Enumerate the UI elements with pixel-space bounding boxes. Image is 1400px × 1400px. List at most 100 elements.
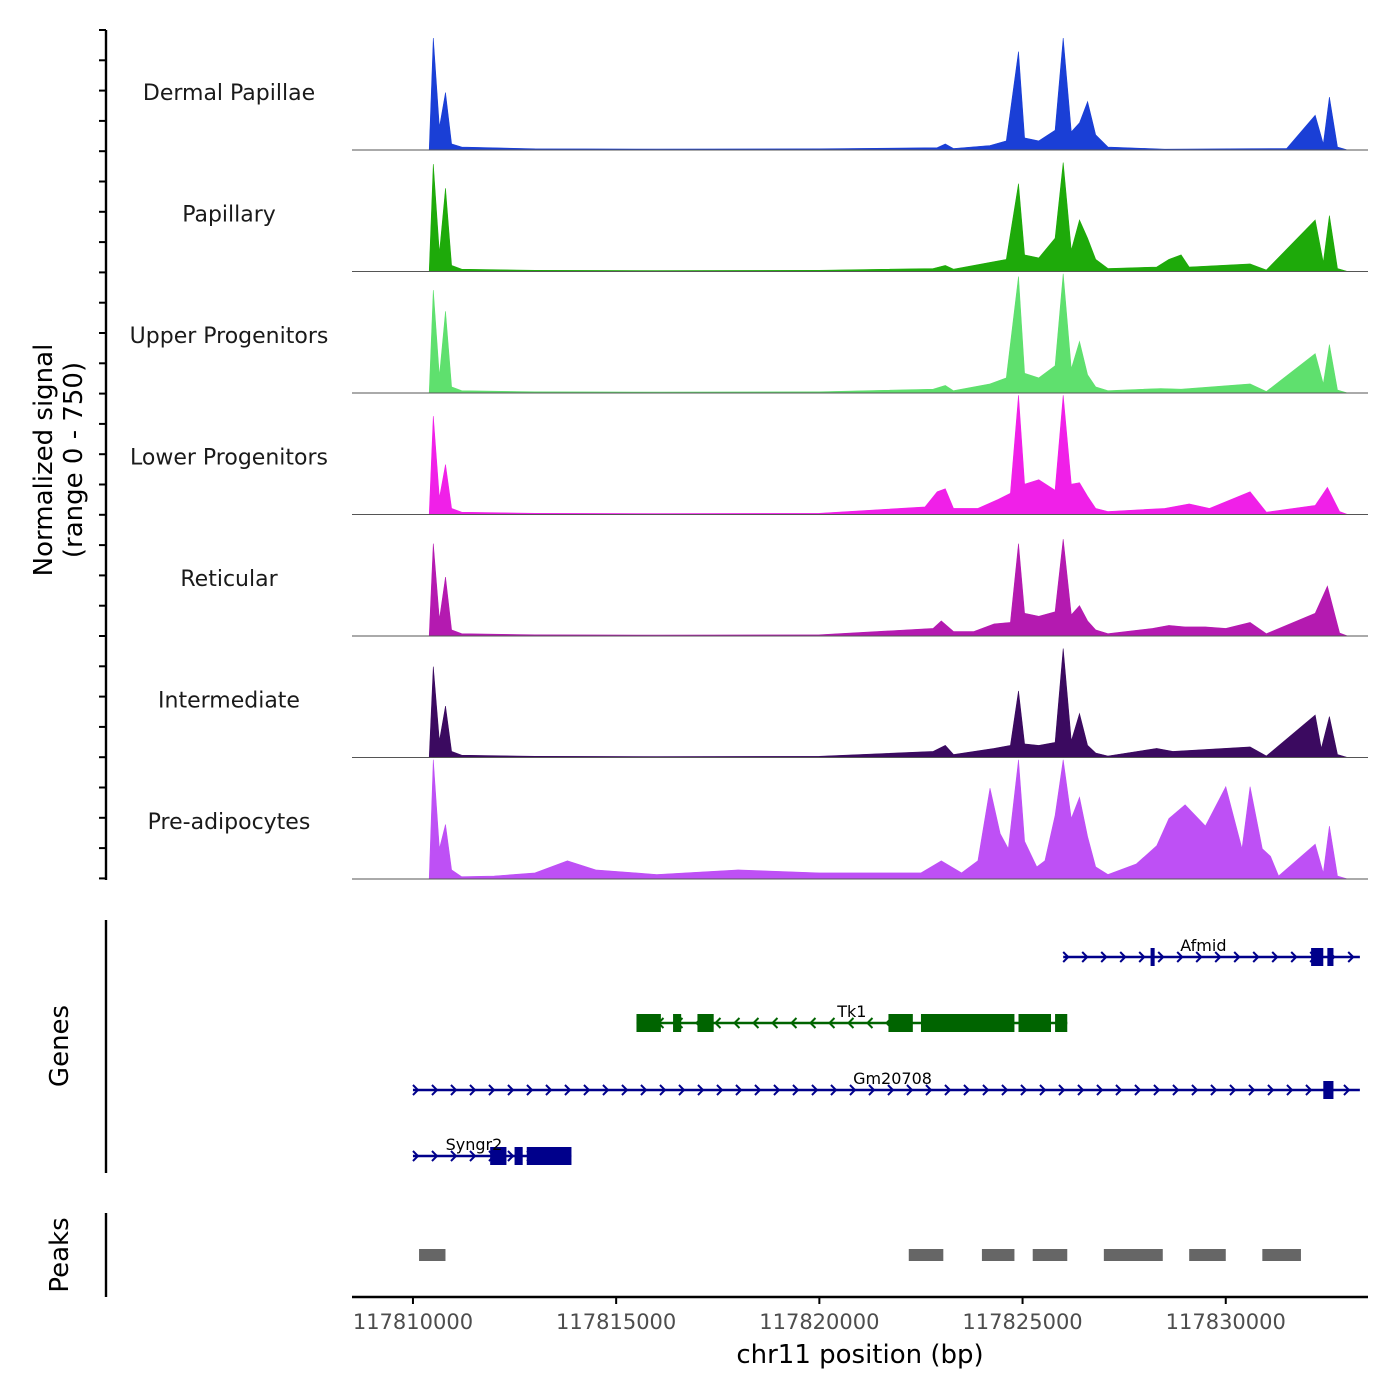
track-label-papillary: Papillary [182,203,276,228]
track-label-reticular: Reticular [180,567,278,592]
strand-arrow [621,1084,629,1096]
strand-arrow [887,1084,895,1096]
track-label-dermal-papillae: Dermal Papillae [143,81,315,106]
track-dermal-papillae: Dermal Papillae [143,37,1368,151]
strand-arrow [659,1084,667,1096]
exon [636,1014,661,1032]
peak [908,1249,944,1261]
x-axis-ticks: 117810000 117815000 117820000 117825000 1178… [353,1297,1286,1334]
track-reticular: Reticular [180,539,1368,637]
strand-arrow [1347,951,1355,963]
strand-arrow [790,1017,798,1029]
strand-arrow [1343,1084,1351,1096]
strand-arrow [1214,951,1222,963]
strand-arrow [944,1084,952,1096]
strand-arrow [849,1084,857,1096]
strand-arrow [469,1150,477,1162]
strand-arrow [809,1017,817,1029]
strand-arrow [982,1084,990,1096]
strand-arrow [564,1084,572,1096]
strand-arrow [678,1084,686,1096]
track-label-upper-progenitors: Upper Progenitors [130,324,329,349]
strand-arrow [431,1150,439,1162]
exon [1055,1014,1068,1032]
exon [888,1014,913,1032]
strand-arrow [545,1084,553,1096]
strand-arrow [811,1084,819,1096]
strand-arrow [583,1084,591,1096]
strand-arrow [1172,1084,1180,1096]
strand-arrow [697,1084,705,1096]
strand-arrow [735,1084,743,1096]
strand-arrow [1248,1084,1256,1096]
strand-arrow [773,1084,781,1096]
strand-arrow [1290,951,1298,963]
strand-arrow [1191,1084,1199,1096]
track-intermediate: Intermediate [158,648,1368,758]
strand-arrow [830,1084,838,1096]
exon [514,1147,523,1165]
coverage-ylabel: Normalized signal (range 0 - 750) [29,344,89,577]
strand-arrow [412,1150,420,1162]
exon [1323,1081,1334,1099]
peak [419,1249,446,1261]
strand-arrow [1062,951,1070,963]
strand-arrow [868,1084,876,1096]
strand-arrow [450,1084,458,1096]
x-tick-label: 117810000 [353,1310,473,1334]
gene-track: Afmid Tk1 Gm20708 Syngr2 [412,936,1360,1165]
x-axis-label: chr11 position (bp) [736,1340,983,1370]
exon [920,1014,1015,1032]
peak [1103,1249,1163,1261]
coverage-area-lower-progenitors [428,395,1348,515]
strand-arrow [1077,1084,1085,1096]
coverage-ylabel-text: Normalized signal [29,344,59,577]
strand-arrow [714,1017,722,1029]
strand-arrow [1096,1084,1104,1096]
strand-arrow [1271,951,1279,963]
strand-arrow [1157,951,1165,963]
exon [490,1147,507,1165]
exon [1150,948,1155,966]
strand-arrow [925,1084,933,1096]
strand-arrow [602,1084,610,1096]
strand-arrow [716,1084,724,1096]
exon [1327,948,1334,966]
x-tick-label: 117825000 [962,1310,1082,1334]
exon [1311,948,1324,966]
gene-label-tk1: Tk1 [836,1002,866,1021]
strand-arrow [1233,951,1241,963]
strand-arrow [906,1084,914,1096]
track-upper-progenitors: Upper Progenitors [130,273,1368,394]
gene-gm20708: Gm20708 [412,1069,1360,1099]
strand-arrow [1039,1084,1047,1096]
track-papillary: Papillary [182,162,1368,272]
x-tick-label: 117830000 [1166,1310,1286,1334]
strand-arrow [1305,1084,1313,1096]
exon [1018,1014,1052,1032]
exon [526,1147,572,1165]
strand-arrow [1115,1084,1123,1096]
strand-arrow [771,1017,779,1029]
strand-arrow [1229,1084,1237,1096]
peak-track [419,1249,1301,1261]
peak [981,1249,1015,1261]
genes-label: Genes [45,1005,75,1087]
strand-arrow [450,1150,458,1162]
track-lower-progenitors: Lower Progenitors [130,395,1368,515]
strand-arrow [526,1084,534,1096]
strand-arrow [431,1084,439,1096]
strand-arrow [488,1084,496,1096]
strand-arrow [412,1084,420,1096]
x-tick-label: 117815000 [556,1310,676,1334]
strand-arrow [1252,951,1260,963]
gene-afmid: Afmid [1062,936,1360,966]
strand-arrow [1020,1084,1028,1096]
peak [1262,1249,1301,1261]
strand-arrow [1119,951,1127,963]
gene-label-gm20708: Gm20708 [853,1069,932,1088]
strand-arrow [469,1084,477,1096]
strand-arrow [1267,1084,1275,1096]
track-label-intermediate: Intermediate [158,689,300,714]
x-tick-label: 117820000 [759,1310,879,1334]
